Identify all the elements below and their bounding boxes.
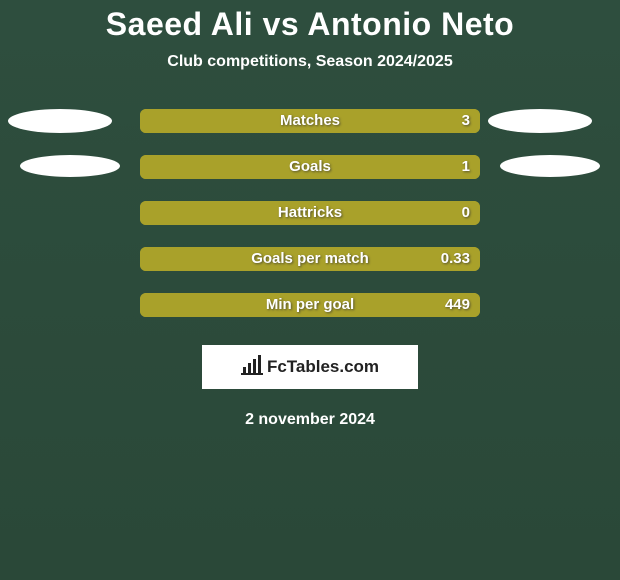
stat-fill bbox=[140, 109, 480, 133]
stat-row-goals: Goals 1 bbox=[0, 155, 620, 201]
brand-box: FcTables.com bbox=[202, 345, 418, 389]
stat-row-hattricks: Hattricks 0 bbox=[0, 201, 620, 247]
stat-row-matches: Matches 3 bbox=[0, 109, 620, 155]
infographic-root: Saeed Ali vs Antonio Neto Club competiti… bbox=[0, 0, 620, 429]
stat-fill bbox=[140, 201, 480, 225]
stat-row-goals-per-match: Goals per match 0.33 bbox=[0, 247, 620, 293]
brand-text: FcTables.com bbox=[267, 357, 379, 377]
subtitle: Club competitions, Season 2024/2025 bbox=[0, 53, 620, 71]
stat-fill bbox=[140, 155, 480, 179]
page-title: Saeed Ali vs Antonio Neto bbox=[0, 6, 620, 43]
comparison-block: Matches 3 Goals 1 Hattricks 0 Goals per … bbox=[0, 109, 620, 339]
stat-row-min-per-goal: Min per goal 449 bbox=[0, 293, 620, 339]
date-text: 2 november 2024 bbox=[0, 411, 620, 429]
stat-fill bbox=[140, 293, 480, 317]
bar-chart-icon bbox=[241, 355, 263, 380]
stat-fill bbox=[140, 247, 480, 271]
